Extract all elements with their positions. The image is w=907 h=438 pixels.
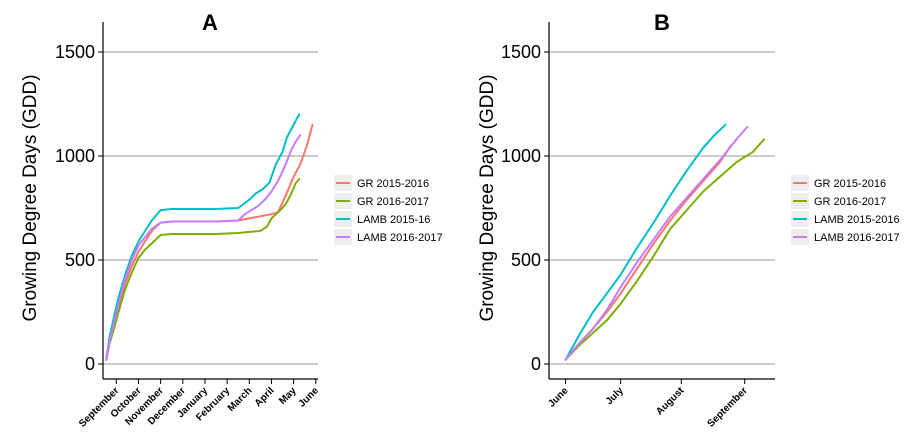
legend-label: LAMB 2016-2017 (814, 232, 900, 244)
legend: GR 2015-2016 GR 2016-2017 LAMB 2015-16 LAMB… (334, 175, 443, 245)
y-tick-label: 1500 (55, 42, 95, 62)
legend: GR 2015-2016 GR 2016-2017 LAMB 2015-2016 LA… (791, 175, 900, 245)
y-axis-label: Growing Degree Days (GDD) (20, 74, 41, 321)
legend-label: GR 2016-2017 (814, 196, 886, 208)
x-tick-label: June (297, 385, 322, 410)
panel-a: 050010001500SeptemberOctoberNovemberDece… (20, 10, 443, 430)
series-line (564, 138, 765, 361)
y-tick-label: 500 (511, 250, 541, 270)
legend-label: GR 2015-2016 (814, 178, 886, 190)
series-line (564, 123, 727, 361)
panel-b: 0 500 1000 1500 June July August September B Grow… (477, 10, 900, 430)
series-line (564, 144, 732, 361)
x-tick-label: August (654, 385, 687, 418)
y-tick-label: 0 (531, 354, 541, 374)
y-tick-label: 1500 (501, 42, 541, 62)
legend-label: LAMB 2015-16 (357, 214, 430, 226)
legend-label: LAMB 2016-2017 (357, 232, 443, 244)
y-tick-label: 1000 (55, 146, 95, 166)
y-axis-label: Growing Degree Days (GDD) (477, 74, 498, 321)
x-tick-label: May (277, 385, 299, 407)
panel-title: A (202, 10, 218, 35)
y-tick-label: 0 (85, 354, 95, 374)
x-tick-label: September (705, 385, 749, 429)
y-tick-label: 500 (65, 250, 95, 270)
series-line (105, 177, 301, 361)
series-line (564, 125, 749, 361)
legend-label: GR 2015-2016 (357, 178, 429, 190)
x-tick-label: June (546, 385, 571, 410)
panel-title: B (654, 10, 670, 35)
x-tick-label: April (253, 385, 277, 409)
x-tick-label: July (604, 385, 626, 407)
series-line (105, 113, 301, 360)
legend-label: LAMB 2015-2016 (814, 214, 900, 226)
series-line (105, 134, 302, 361)
y-tick-label: 1000 (501, 146, 541, 166)
legend-label: GR 2016-2017 (357, 196, 429, 208)
x-tick-label: March (226, 385, 255, 414)
